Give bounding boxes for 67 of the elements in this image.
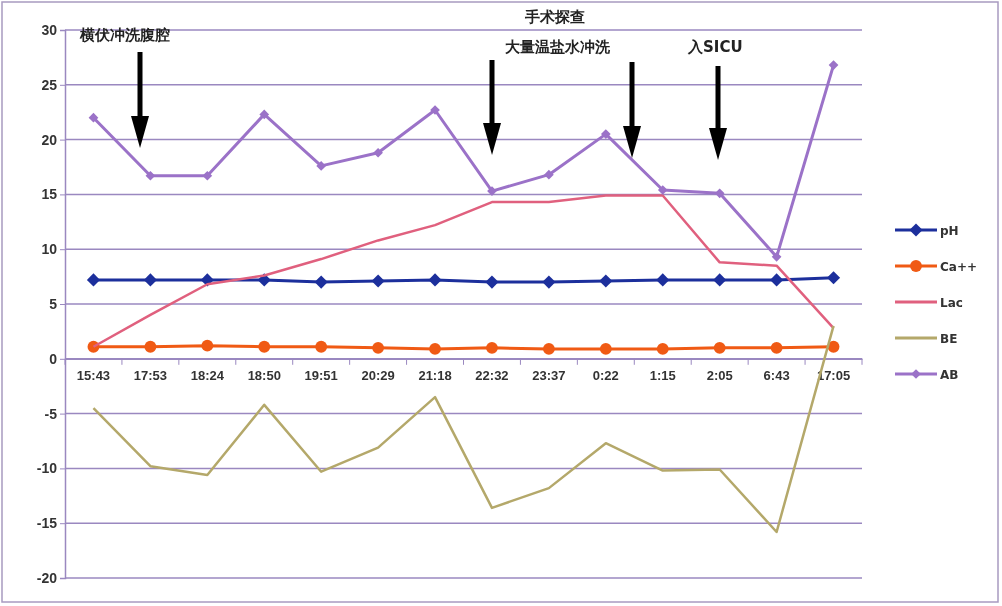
point [770, 341, 783, 354]
annotation: 大量温盐水冲洗 [504, 38, 611, 56]
y-tick-label: 5 [49, 295, 58, 312]
x-tick-label: 18:50 [247, 368, 281, 384]
point [371, 274, 385, 288]
point [202, 170, 213, 181]
y-tick-label: 0 [49, 350, 58, 367]
x-tick-label: 23:37 [532, 368, 566, 384]
legend-label: Ca++ [940, 260, 978, 274]
y-tick-label: -10 [36, 460, 58, 477]
point [373, 147, 383, 158]
point [372, 341, 385, 354]
y-tick-label: 25 [41, 76, 58, 93]
legend-label: pH [940, 224, 959, 238]
point [258, 340, 271, 353]
annotation: 横伏冲洗腹腔 [79, 26, 170, 44]
legend-label: BE [940, 332, 958, 346]
point [428, 273, 442, 287]
point [771, 252, 782, 262]
point [600, 129, 611, 139]
point [485, 275, 499, 289]
point [656, 273, 670, 287]
point [599, 274, 613, 288]
point [486, 341, 498, 354]
x-tick-label: 21:18 [418, 368, 452, 384]
point [599, 343, 612, 355]
point [259, 109, 270, 120]
x-tick-label: 22:32 [475, 368, 509, 384]
point [201, 339, 214, 352]
y-tick-label: 30 [41, 21, 58, 38]
y-tick-label: 15 [41, 186, 58, 203]
point [88, 112, 99, 123]
y-tick-label: -20 [36, 569, 58, 586]
y-tick-label: -15 [36, 515, 58, 532]
legend-label: Lac [940, 296, 963, 310]
point [315, 340, 328, 353]
point [770, 273, 784, 287]
point [657, 185, 668, 195]
point [544, 169, 554, 180]
point [826, 271, 841, 285]
text: 手术探查 [524, 8, 585, 26]
point [429, 343, 441, 355]
x-tick-label: 19:51 [304, 368, 338, 384]
x-tick-label: 20:29 [361, 368, 395, 384]
point [828, 60, 839, 70]
legend-label: AB [940, 368, 959, 382]
x-tick-label: 17:53 [133, 368, 168, 384]
x-tick-label: 15:43 [76, 368, 111, 384]
point [314, 275, 328, 289]
point [713, 341, 726, 354]
y-tick-label: 20 [41, 131, 58, 148]
point [86, 273, 101, 287]
point [542, 275, 556, 289]
x-tick-label: 1:15 [649, 368, 676, 384]
point [144, 340, 157, 353]
annotation: 入SICU [687, 38, 743, 56]
point [713, 273, 727, 287]
x-tick-label: 0:22 [592, 368, 619, 384]
x-tick-label: 18:24 [190, 368, 225, 384]
point [143, 273, 157, 287]
x-tick-label: 2:05 [706, 368, 733, 384]
point [542, 343, 555, 355]
point [656, 343, 669, 355]
point [316, 161, 327, 171]
y-tick-label: -5 [44, 405, 58, 422]
y-tick-label: 10 [41, 241, 58, 258]
x-tick-label: 6:43 [763, 368, 790, 384]
